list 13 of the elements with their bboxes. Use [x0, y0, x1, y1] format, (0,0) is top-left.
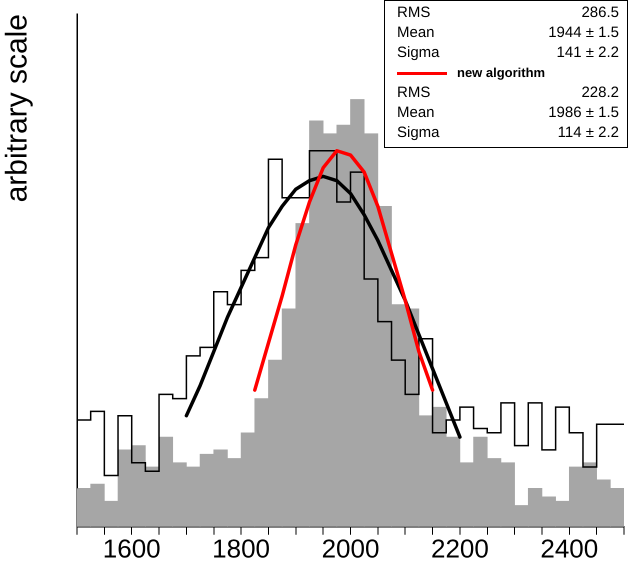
- legend-label: new algorithm: [457, 64, 546, 82]
- y-axis-title: arbitrary scale: [0, 14, 34, 202]
- x-tick-label: 2400: [540, 534, 598, 564]
- x-tick-label: 1600: [102, 534, 161, 564]
- text: RMS 228.2: [397, 84, 619, 101]
- text: Sigma 114 ± 2.2: [397, 124, 619, 141]
- text: Mean 1944 ± 1.5: [397, 24, 619, 41]
- x-tick-label: 2000: [322, 534, 380, 564]
- x-tick-label: 2200: [430, 534, 489, 564]
- x-tick-label: 1800: [212, 534, 270, 564]
- text: Mean 1986 ± 1.5: [397, 104, 619, 121]
- text: Sigma 141 ± 2.2: [397, 44, 619, 61]
- text: RMS 286.5: [397, 4, 619, 21]
